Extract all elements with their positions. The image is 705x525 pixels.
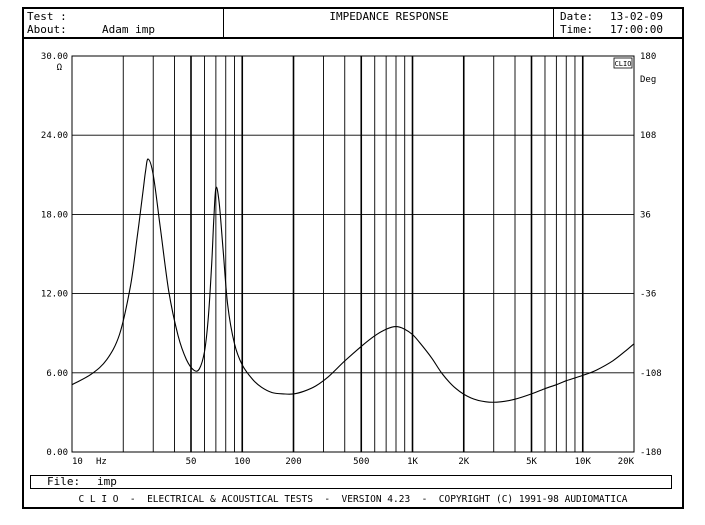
test-label: Test : <box>27 10 67 23</box>
about-value: Adam imp <box>102 23 155 36</box>
header-test-info: Test : About: Adam imp <box>24 9 224 37</box>
x-axis-unit: Hz <box>96 457 107 467</box>
time-label: Time: <box>560 23 594 36</box>
header-date-time: Date: 13-02-09 Time: 17:00:00 <box>554 9 682 37</box>
y-tick-label: 6.00 <box>46 369 68 379</box>
clio-badge: CLIO <box>615 60 632 68</box>
x-tick-label: 2K <box>458 457 469 467</box>
y2-tick-label: 180 <box>640 52 656 62</box>
x-tick-label: 20K <box>618 457 635 467</box>
y2-axis-unit: Deg <box>640 75 656 85</box>
y2-tick-label: 108 <box>640 131 656 141</box>
y-tick-label: 12.00 <box>41 290 68 300</box>
x-tick-label: 10 <box>72 457 83 467</box>
about-label: About: <box>27 23 67 36</box>
copyright-footer: C L I O - ELECTRICAL & ACOUSTICAL TESTS … <box>78 494 628 505</box>
file-bar: File: imp <box>30 475 672 489</box>
y2-tick-label: 36 <box>640 210 651 220</box>
file-label: File: <box>47 475 81 488</box>
x-tick-label: 100 <box>234 457 250 467</box>
plot-area <box>71 55 635 453</box>
x-tick-label: 50 <box>186 457 197 467</box>
impedance-chart: 0.00 6.00 12.00 18.00 24.00 30.00Ω -180 -108 -36… <box>41 52 662 467</box>
y2-tick-label: -36 <box>640 290 656 300</box>
impedance-curve <box>71 158 635 403</box>
page-title: IMPEDANCE RESPONSE <box>329 10 449 23</box>
x-tick-label: 1K <box>407 457 418 467</box>
report-header: Test : About: Adam imp IMPEDANCE RESPONS… <box>24 9 682 39</box>
x-tick-label: 500 <box>353 457 369 467</box>
report-frame: Test : About: Adam imp IMPEDANCE RESPONS… <box>22 7 684 509</box>
x-tick-label: 5K <box>526 457 537 467</box>
y-axis-unit: Ω <box>57 63 63 73</box>
time-value: 17:00:00 <box>610 23 663 36</box>
y-tick-label: 0.00 <box>46 448 68 458</box>
y-tick-label: 24.00 <box>41 131 68 141</box>
y2-tick-label: -108 <box>640 369 662 379</box>
date-value: 13-02-09 <box>610 10 663 23</box>
date-label: Date: <box>560 10 594 23</box>
y-tick-label: 30.00 <box>41 52 68 62</box>
y2-tick-label: -180 <box>640 448 662 458</box>
clio-badge-box <box>613 57 633 69</box>
x-tick-label: 10K <box>575 457 592 467</box>
x-tick-label: 200 <box>285 457 301 467</box>
file-value: imp <box>97 475 117 488</box>
y-tick-label: 18.00 <box>41 210 68 220</box>
header-title-cell: IMPEDANCE RESPONSE <box>224 9 554 37</box>
